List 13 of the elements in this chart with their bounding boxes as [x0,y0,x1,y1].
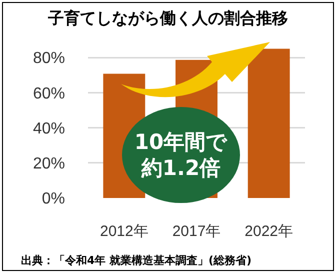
source-note: 出典：「令和4年 就業構造基本調査」(総務省) [21,254,252,267]
y-tick-label: 0% [42,190,65,208]
y-tick-label: 60% [32,85,65,102]
y-tick-label: 80% [32,50,65,68]
chart-title: 子育てしながら働く人の割合推移 [47,8,288,28]
y-tick-label: 20% [32,155,65,172]
x-tick-label: 2022年 [244,223,294,240]
annotation: 約1.2倍 [141,155,221,182]
annotation: 10年間で [134,128,228,155]
bar [248,48,290,198]
x-tick-label: 2012年 [100,223,148,240]
y-tick-label: 40% [32,120,65,138]
x-tick-label: 2017年 [172,223,221,240]
